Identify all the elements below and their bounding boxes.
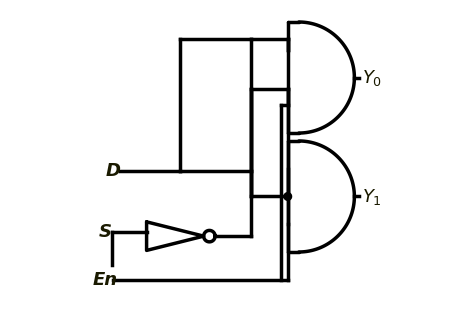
Text: $Y_0$: $Y_0$	[362, 68, 383, 88]
Text: $Y_1$: $Y_1$	[362, 188, 382, 207]
Text: En: En	[92, 271, 118, 289]
Text: D: D	[105, 162, 120, 180]
Polygon shape	[284, 193, 292, 200]
Text: S: S	[99, 223, 111, 241]
